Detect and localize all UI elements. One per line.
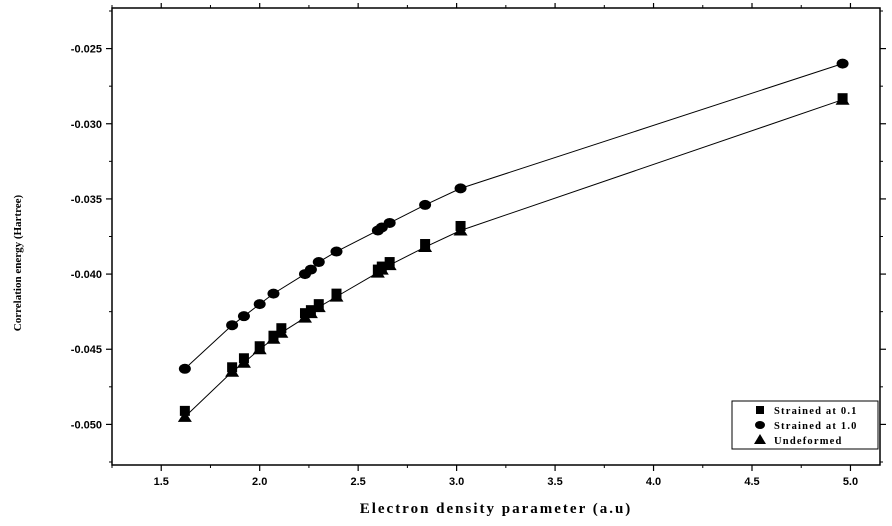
data-point-triangle [329, 290, 344, 302]
x-tick-label: 2.5 [351, 476, 366, 488]
y-axis-label: Correlation energy (Hartree) [12, 194, 24, 331]
legend-entry-undeformed: Undeformed [774, 436, 843, 447]
y-tick-label: -0.040 [71, 269, 102, 281]
data-point-triangle [236, 356, 251, 368]
data-point-circle [454, 183, 467, 194]
x-tick-label: 3.5 [547, 476, 562, 488]
data-point-circle [383, 217, 396, 228]
y-tick-label: -0.030 [71, 119, 102, 131]
data-point-circle [267, 288, 280, 299]
x-tick-label: 2.0 [252, 476, 267, 488]
plot-frame [111, 7, 881, 466]
y-tick-label: -0.035 [71, 194, 102, 206]
fit-line [184, 63, 843, 370]
data-point-circle [304, 264, 317, 275]
data-point-circle [226, 320, 239, 331]
legend-marker-square [756, 406, 764, 414]
y-tick-label: -0.025 [71, 44, 102, 56]
data-point-triangle [177, 410, 192, 422]
data-point-triangle [266, 332, 281, 344]
x-tick-label: 3.0 [449, 476, 464, 488]
data-point-triangle [453, 224, 468, 236]
data-point-circle [419, 199, 432, 210]
y-tick-label: -0.045 [71, 344, 102, 356]
data-point-circle [237, 311, 250, 322]
legend-marker-triangle [754, 434, 766, 444]
x-tick-label: 4.0 [646, 476, 661, 488]
legend-entry-strained-1-0: Strained at 1.0 [774, 421, 858, 432]
data-point-circle [836, 58, 849, 69]
data-point-square [179, 405, 190, 416]
legend-marker-circle [755, 421, 765, 429]
fit-lines-layer [184, 63, 843, 418]
x-tick-label: 5.0 [843, 476, 858, 488]
data-point-triangle [252, 343, 267, 355]
data-point-triangle [418, 241, 433, 253]
data-point-triangle [382, 259, 397, 271]
data-point-triangle [835, 93, 850, 105]
data-point-circle [312, 257, 325, 268]
data-points-layer [177, 58, 850, 422]
y-tick-label: -0.050 [71, 419, 102, 431]
data-point-triangle [225, 365, 240, 377]
data-point-triangle [274, 326, 289, 338]
data-point-triangle [374, 263, 389, 275]
x-axis-label: Electron density parameter (a.u) [360, 501, 633, 517]
fit-line [184, 99, 843, 418]
x-tick-label: 1.5 [154, 476, 169, 488]
data-point-circle [330, 246, 343, 257]
data-point-triangle [311, 301, 326, 313]
data-point-triangle [303, 307, 318, 319]
data-point-circle [178, 363, 191, 374]
legend-entry-strained-0-1: Strained at 0.1 [774, 406, 858, 417]
axes-layer: 1.5 2.0 2.5 3.0 3.5 4.0 4.5 5.0 -0.050 -0.045 -0.0… [71, 3, 886, 488]
x-tick-label: 4.5 [744, 476, 759, 488]
data-point-circle [253, 299, 266, 310]
legend: Strained at 0.1 Strained at 1.0 Undeform… [731, 400, 879, 450]
